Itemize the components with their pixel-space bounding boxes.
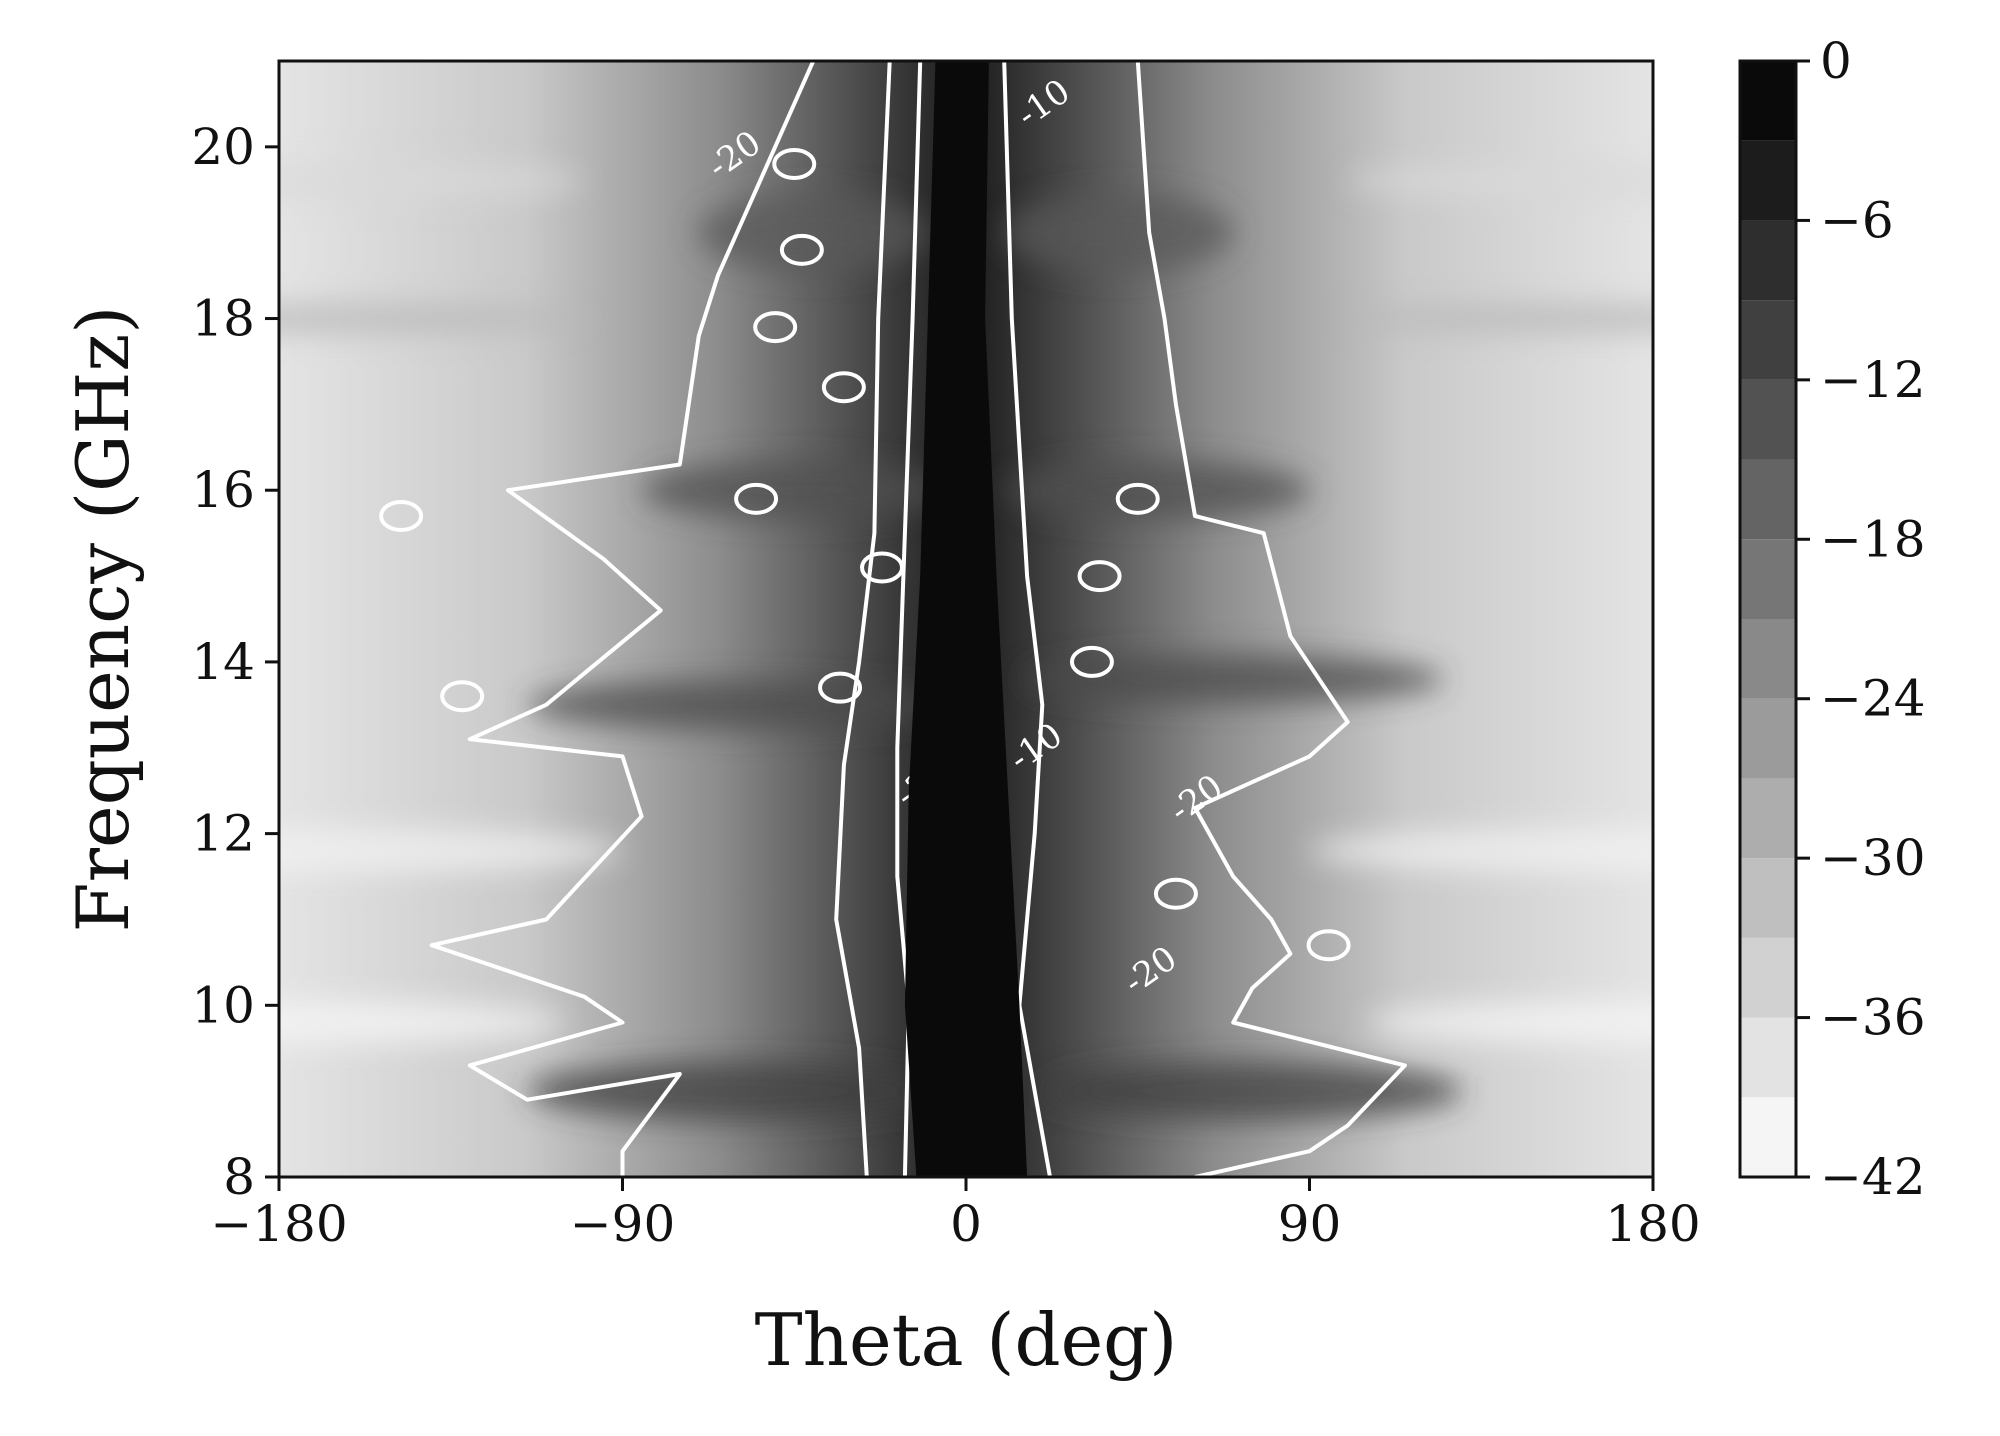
heatmap-band-0 xyxy=(279,304,585,333)
colorbar xyxy=(1738,59,1798,1179)
colorbar-tick-label-5: −30 xyxy=(1820,829,1926,887)
y-tick-label-4: 16 xyxy=(191,461,255,519)
y-tick-label-5: 18 xyxy=(191,290,255,348)
x-tick-label-0: −180 xyxy=(210,1195,347,1253)
contour-loop-12 xyxy=(1153,877,1198,910)
heatmap-band-10 xyxy=(527,679,947,730)
y-axis-title: Frequency (GHz) xyxy=(61,306,145,933)
heatmap-band-12 xyxy=(641,460,947,521)
y-tick-label-6: 20 xyxy=(191,118,255,176)
contour-loop-0 xyxy=(772,148,817,181)
y-axis-ticks: 8 10 12 14 16 18 20 xyxy=(191,118,279,1206)
heatmap-plot-area: -20-10-10-3-20-20 xyxy=(279,61,1653,1177)
x-tick-label-2: 0 xyxy=(950,1195,982,1253)
contour-loop-1 xyxy=(779,233,824,266)
colorbar-band-8 xyxy=(1740,459,1796,540)
main-beam xyxy=(904,61,1028,1177)
heatmap-band-7 xyxy=(1347,163,1653,200)
heatmap-band-6 xyxy=(279,163,585,200)
colorbar-tick-label-1: −6 xyxy=(1820,191,1894,249)
heatmap-band-11 xyxy=(1023,654,1444,705)
colorbar-frame xyxy=(1738,59,1798,1179)
colorbar-band-5 xyxy=(1740,698,1796,779)
colorbar-band-6 xyxy=(1740,619,1796,699)
contour-loop-4 xyxy=(860,551,905,584)
contour-loop-7 xyxy=(379,499,424,532)
contour-line-3 xyxy=(834,61,892,1177)
x-tick-label-1: −90 xyxy=(570,1195,676,1253)
colorbar-tick-label-4: −24 xyxy=(1820,670,1926,728)
contour-line-4 xyxy=(1002,61,1052,1177)
heatmap-band-15 xyxy=(1004,192,1234,273)
colorbar-tick-label-2: −12 xyxy=(1820,351,1926,409)
y-tick-label-2: 12 xyxy=(191,805,255,863)
colorbar-band-7 xyxy=(1740,539,1796,619)
colorbar-band-4 xyxy=(1740,778,1796,859)
x-tick-label-4: 180 xyxy=(1605,1195,1700,1253)
y-tick-label-0: 8 xyxy=(223,1148,255,1206)
contour-loop-9 xyxy=(1077,560,1122,593)
heatmap-band-9 xyxy=(1042,1061,1463,1122)
contour-loop-3 xyxy=(734,482,779,515)
colorbar-band-10 xyxy=(1740,300,1796,380)
colorbar-band-0 xyxy=(1740,1097,1796,1177)
colorbar-band-1 xyxy=(1740,1017,1796,1098)
heatmap-band-1 xyxy=(1347,304,1653,333)
heatmap-band-5 xyxy=(1366,1000,1653,1045)
colorbar-band-2 xyxy=(1740,937,1796,1018)
colorbar-tick-label-6: −36 xyxy=(1820,989,1926,1047)
colorbar-band-9 xyxy=(1740,379,1796,460)
heatmap-band-14 xyxy=(698,192,928,273)
contour-loop-13 xyxy=(1306,929,1351,962)
heatmap-band-13 xyxy=(1004,460,1310,521)
colorbar-band-3 xyxy=(1740,858,1796,938)
colorbar-tick-label-3: −18 xyxy=(1820,510,1926,568)
heatmap-band-8 xyxy=(527,1061,947,1122)
colorbar-ticks: 0 −6 −12 −18 −24 −30 −36 −42 xyxy=(1796,32,1926,1206)
contour-loop-8 xyxy=(821,371,866,404)
colorbar-band-11 xyxy=(1740,220,1796,301)
heatmap-texture xyxy=(279,163,1653,1122)
contour-loop-11 xyxy=(1069,645,1114,678)
contour-loop-10 xyxy=(1115,482,1160,515)
contour-line-6 xyxy=(1135,61,1407,1177)
colorbar-tick-label-0: 0 xyxy=(1820,32,1852,90)
contour-line-5 xyxy=(429,61,816,1177)
heatmap-band-2 xyxy=(279,828,623,873)
x-tick-label-3: 90 xyxy=(1278,1195,1342,1253)
y-tick-label-1: 10 xyxy=(191,976,255,1034)
heatmap-band-3 xyxy=(1309,828,1653,873)
colorbar-band-13 xyxy=(1740,61,1796,141)
colorbar-band-12 xyxy=(1740,140,1796,221)
contour-loop-2 xyxy=(753,311,798,344)
heatmap-band-4 xyxy=(279,1000,566,1045)
contour-loop-6 xyxy=(440,680,485,713)
contour-loop-5 xyxy=(818,671,863,704)
colorbar-tick-label-7: −42 xyxy=(1820,1148,1926,1206)
y-tick-label-3: 14 xyxy=(191,633,255,691)
x-axis-ticks: −180 −90 0 90 180 xyxy=(210,1177,1701,1253)
x-axis-title: Theta (deg) xyxy=(755,1298,1178,1382)
